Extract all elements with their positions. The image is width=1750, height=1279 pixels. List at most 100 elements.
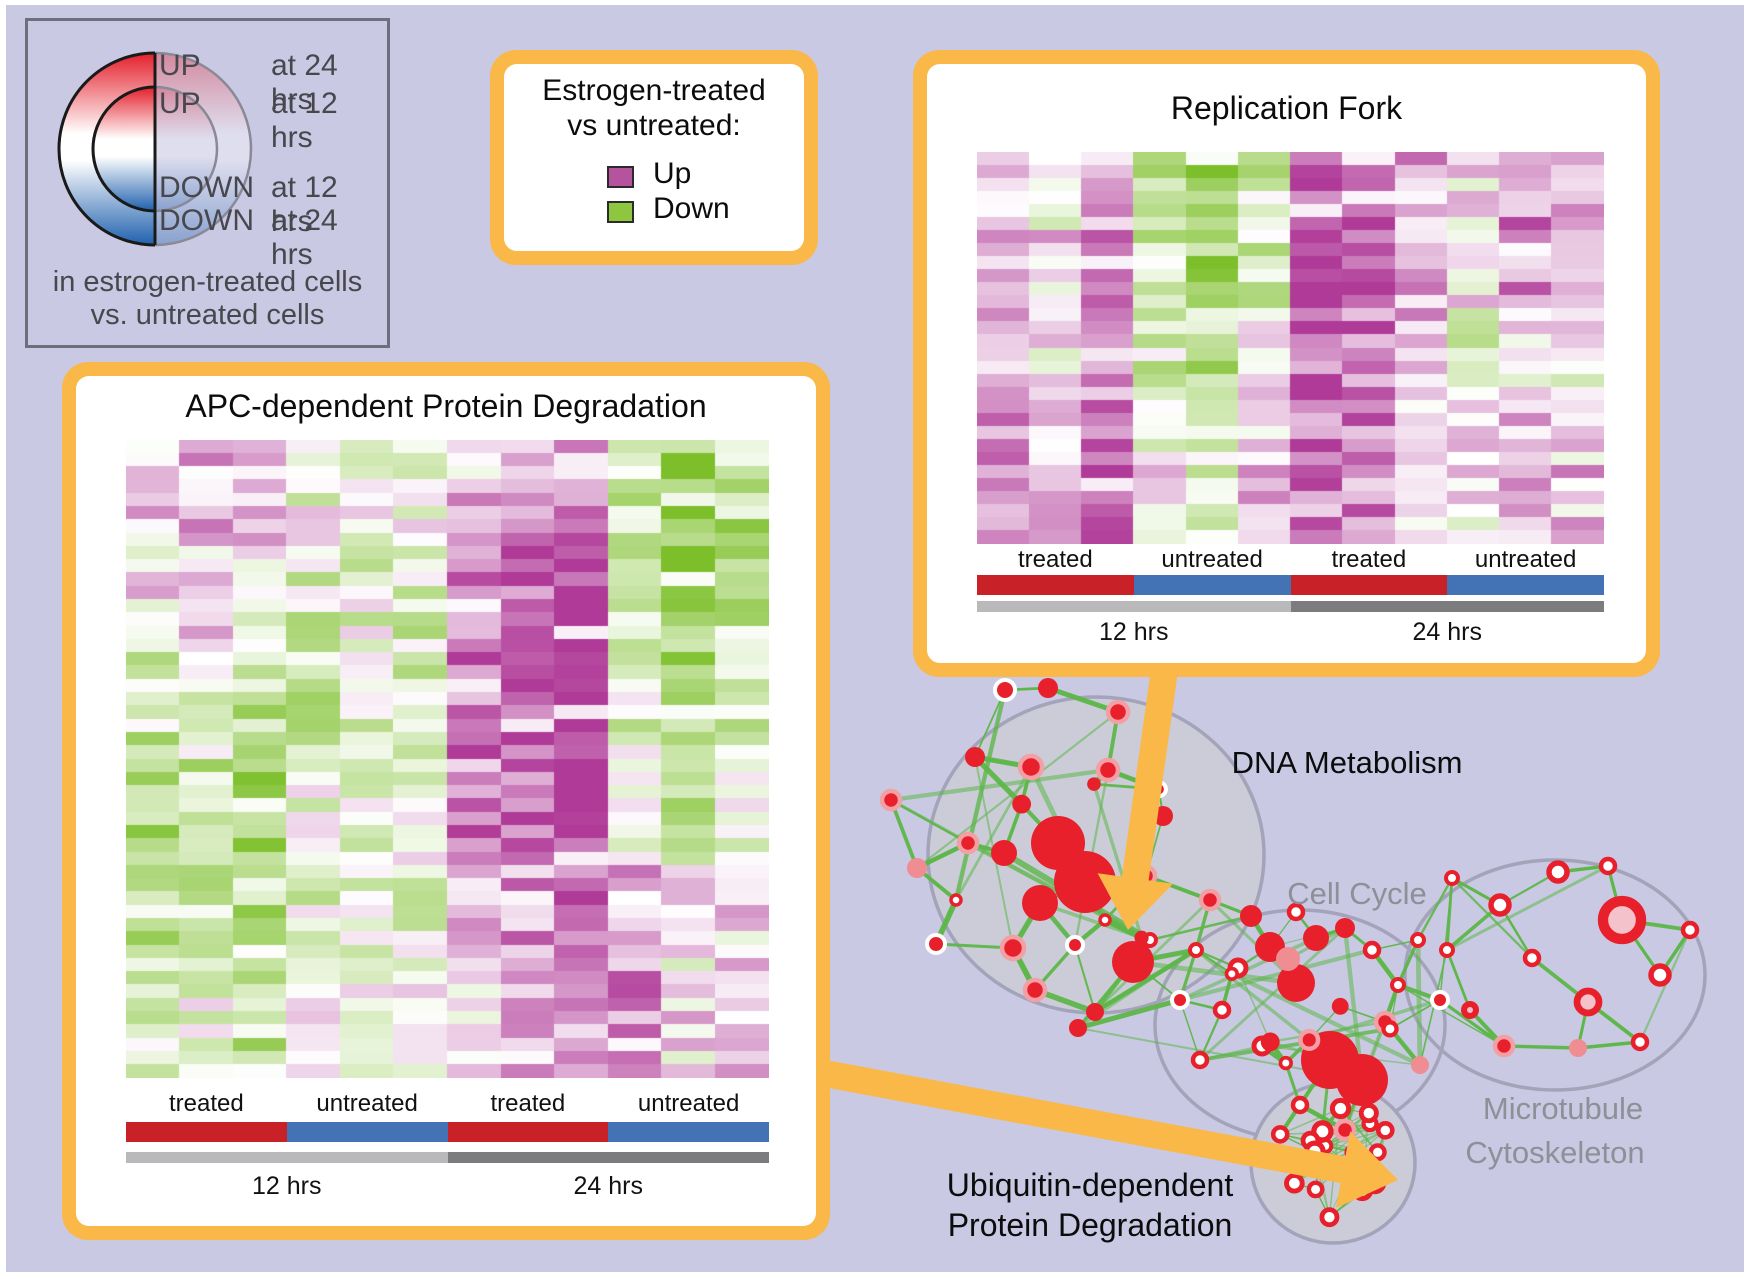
gene-node [1286, 902, 1306, 922]
gene-node [879, 788, 903, 812]
replication-group-labels: treated untreated treated untreated [977, 546, 1604, 574]
gene-node [991, 840, 1017, 866]
apc-degradation-title: APC-dependent Protein Degradation [185, 388, 707, 424]
key-direction-label: UP [159, 49, 201, 82]
network-label: DNA Metabolism [1232, 745, 1463, 780]
gene-node [1430, 990, 1450, 1010]
treatment-color-bar [447, 1122, 609, 1142]
gene-node [1284, 1172, 1305, 1194]
key-direction-label: DOWN [159, 204, 254, 237]
gene-node [1290, 1095, 1310, 1115]
key-row-up-24: UP at 24 hrs [28, 49, 387, 116]
gene-node [1546, 860, 1570, 884]
gene-node [1331, 997, 1349, 1015]
gene-node [1240, 905, 1262, 927]
gene-node [1105, 699, 1131, 725]
treatment-color-bar [1447, 575, 1604, 595]
gene-node [1170, 990, 1190, 1010]
network-label: Microtubule [1483, 1091, 1643, 1126]
gene-node [1569, 1039, 1587, 1057]
gene-node [1198, 888, 1222, 912]
timepoint-bar [1290, 601, 1604, 612]
treatment-group-label: treated [1018, 546, 1093, 573]
updown-legend-title-line2: vs untreated: [567, 109, 741, 142]
up-color-swatch [607, 166, 634, 188]
network-label: Cytoskeleton [1465, 1135, 1644, 1170]
gene-node [1335, 918, 1355, 938]
gene-node [1017, 753, 1045, 781]
apc-degradation-heatmap [126, 440, 769, 1078]
nested-circles-key [57, 49, 261, 249]
gene-node [1358, 1103, 1379, 1124]
updown-legend-title-line1: Estrogen-treated [542, 74, 766, 107]
gene-node [1319, 1207, 1340, 1228]
gene-node [907, 858, 927, 878]
treatment-color-bar [126, 1122, 287, 1142]
treatment-group-label: untreated [1161, 546, 1263, 573]
treatment-group-label: treated [169, 1090, 244, 1117]
treatment-color-bar [1133, 575, 1291, 595]
gene-node [1598, 856, 1618, 876]
key-row-down-12: DOWN at 12 hrs [28, 171, 387, 238]
gene-node [1224, 966, 1239, 981]
timepoint-bar [126, 1152, 448, 1163]
cluster-labels: DNA Metabolism Cell Cycle Microtubule Cytos… [947, 745, 1645, 1243]
apc-degradation-panel: APC-dependent Protein Degradation treate… [62, 362, 830, 1240]
apc-group-labels: treated untreated treated untreated [126, 1090, 769, 1118]
treatment-group-label: untreated [1474, 546, 1577, 573]
replication-time-24: 24 hrs [1412, 618, 1482, 646]
gene-node [1573, 987, 1603, 1017]
gene-node [965, 747, 985, 767]
gene-node [1276, 947, 1300, 971]
treatment-color-bar [977, 575, 1134, 595]
gene-node [1444, 870, 1460, 886]
replication-fork-title: Replication Fork [1170, 90, 1403, 126]
gene-node [1112, 941, 1154, 983]
timepoint-bar [447, 1152, 769, 1163]
gene-node [1390, 977, 1406, 993]
gene-node [1410, 932, 1426, 948]
replication-time-12: 12 hrs [1099, 618, 1169, 646]
gene-node [1488, 893, 1512, 917]
treatment-color-bar [608, 1122, 769, 1142]
gene-node [1680, 920, 1700, 940]
treatment-group-label: untreated [637, 1090, 740, 1117]
network-label: Cell Cycle [1287, 876, 1427, 911]
down-label: Down [653, 192, 730, 225]
gene-node [1012, 794, 1032, 814]
gene-node [1098, 913, 1112, 927]
key-time-label: at 12 hrs [271, 171, 338, 238]
gene-node [1368, 1143, 1387, 1162]
replication-time-bars [977, 601, 1604, 612]
panel-arrows [792, 643, 1398, 1209]
right-half-fade [155, 49, 261, 249]
apc-time-12: 12 hrs [252, 1172, 322, 1200]
replication-fork-panel: Replication Fork treated untreated treated… [913, 50, 1660, 677]
treatment-color-bar [286, 1122, 448, 1142]
down-color-swatch [607, 201, 634, 223]
gene-node [1381, 1020, 1399, 1038]
gene-node [1376, 1121, 1395, 1140]
treatment-group-label: treated [490, 1090, 566, 1117]
apc-time-24: 24 hrs [573, 1172, 643, 1200]
gene-node [1054, 851, 1116, 913]
gene-node [1461, 1001, 1479, 1019]
key-direction-label: DOWN [159, 171, 254, 204]
gene-node [1630, 1032, 1650, 1052]
key-direction-label: UP [159, 87, 201, 120]
network-label: Ubiquitin-dependent [947, 1167, 1234, 1203]
gene-node [1411, 1056, 1429, 1074]
gene-node [1038, 678, 1058, 698]
outer-left-arc [57, 51, 156, 247]
gene-node [1329, 1097, 1352, 1120]
gene-node [1492, 1034, 1516, 1058]
network-nodes [879, 678, 1700, 1228]
gene-node [1270, 1125, 1290, 1144]
gene-node [1306, 1180, 1325, 1199]
network-label: Protein Degradation [948, 1207, 1233, 1243]
up-label: Up [653, 157, 692, 190]
key-footnote-line1: in estrogen-treated cells [52, 266, 363, 298]
treatment-color-bar [1290, 575, 1448, 595]
gene-node [1260, 1032, 1280, 1052]
